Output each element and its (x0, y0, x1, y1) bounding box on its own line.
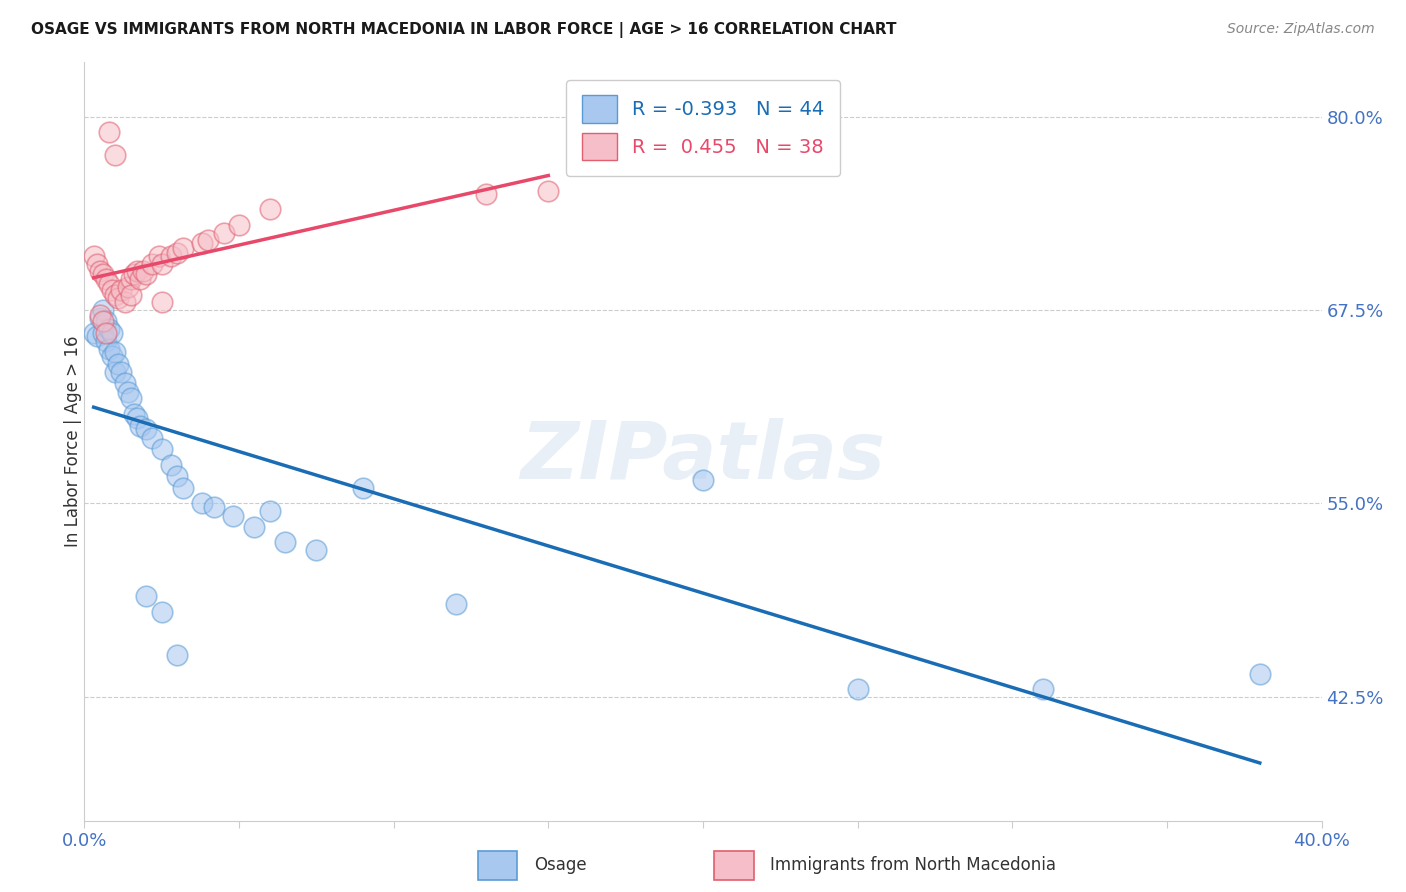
Point (94, 314, 117, 328)
Text: Immigrants from North Macedonia: Immigrants from North Macedonia (770, 856, 1056, 874)
Point (117, 384, 139, 399)
Point (91, 314, 114, 328)
Point (125, 411, 148, 425)
Point (107, 357, 129, 371)
Point (166, 468, 188, 483)
Point (89, 308, 111, 322)
Point (120, 272, 142, 286)
Point (122, 407, 145, 421)
Point (110, 283, 132, 297)
Point (101, 350, 124, 364)
Point (160, 458, 183, 472)
Point (132, 264, 155, 278)
Point (305, 542, 328, 557)
Point (160, 249, 183, 263)
Point (98, 321, 121, 335)
Point (86, 257, 108, 271)
Text: ZIPatlas: ZIPatlas (520, 417, 886, 496)
Point (135, 422, 157, 436)
Point (83, 326, 105, 341)
Point (191, 236, 214, 251)
Point (1032, 682, 1054, 697)
Point (86, 329, 108, 343)
Point (125, 264, 148, 278)
Point (197, 233, 219, 247)
Point (172, 241, 194, 255)
Point (122, 268, 145, 282)
Text: Source: ZipAtlas.com: Source: ZipAtlas.com (1227, 22, 1375, 37)
Point (89, 310, 111, 325)
Point (94, 326, 117, 341)
Point (104, 344, 127, 359)
Point (101, 283, 124, 297)
Point (692, 473, 714, 487)
Point (150, 605, 173, 619)
Point (98, 342, 121, 356)
Text: Osage: Osage (534, 856, 586, 874)
Point (110, 365, 132, 379)
Bar (714, 851, 754, 880)
Point (120, 287, 142, 301)
Point (114, 295, 136, 310)
Point (114, 376, 136, 390)
Text: OSAGE VS IMMIGRANTS FROM NORTH MACEDONIA IN LABOR FORCE | AGE > 16 CORRELATION C: OSAGE VS IMMIGRANTS FROM NORTH MACEDONIA… (31, 22, 897, 38)
Point (202, 500, 225, 514)
Point (129, 419, 152, 434)
Point (98, 277, 121, 291)
Point (148, 249, 170, 263)
Point (101, 326, 124, 341)
Point (352, 481, 374, 495)
Point (94, 334, 117, 348)
Point (166, 648, 188, 662)
Point (259, 202, 281, 217)
Point (141, 432, 163, 446)
Y-axis label: In Labor Force | Age > 16: In Labor Force | Age > 16 (65, 335, 82, 548)
Point (120, 391, 142, 405)
Point (259, 504, 281, 518)
Point (846, 682, 869, 697)
Point (104, 148, 127, 162)
Point (83, 249, 105, 263)
Point (129, 272, 152, 286)
Point (104, 365, 127, 379)
Point (150, 257, 173, 271)
Point (274, 535, 297, 549)
Point (91, 326, 114, 341)
Point (150, 295, 173, 310)
Point (166, 245, 188, 260)
Point (91, 268, 114, 282)
Point (191, 496, 214, 510)
Bar (478, 851, 517, 880)
Point (243, 519, 266, 533)
Point (1249, 666, 1271, 681)
Point (222, 508, 245, 523)
Point (172, 481, 194, 495)
Point (91, 303, 114, 318)
Point (537, 184, 560, 198)
Point (135, 268, 157, 282)
Point (135, 589, 157, 603)
Point (94, 272, 117, 286)
Point (117, 280, 139, 294)
Point (444, 597, 467, 611)
Point (228, 218, 250, 232)
Point (107, 291, 129, 305)
Point (212, 226, 235, 240)
Point (89, 264, 111, 278)
Legend: R = -0.393   N = 44, R =  0.455   N = 38: R = -0.393 N = 44, R = 0.455 N = 38 (567, 79, 839, 176)
Point (141, 257, 163, 271)
Point (475, 186, 498, 201)
Point (98, 125, 121, 139)
Point (104, 287, 127, 301)
Point (150, 442, 173, 457)
